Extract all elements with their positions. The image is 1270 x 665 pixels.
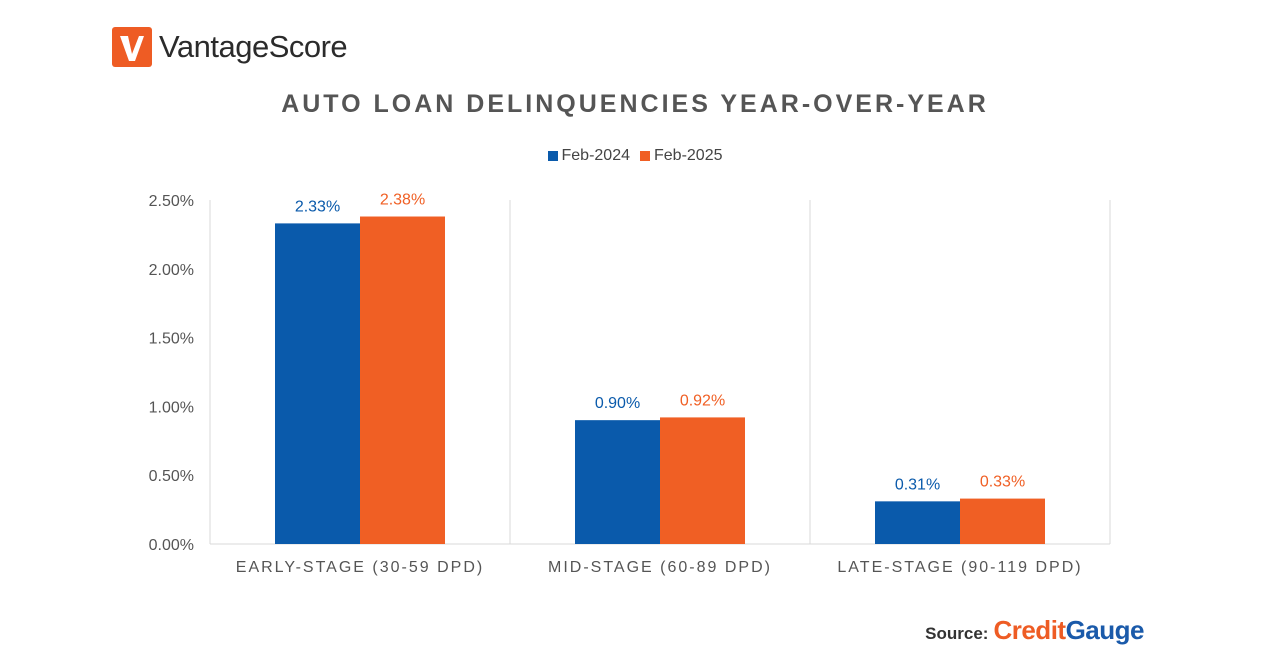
bar-feb-2025 [360,216,445,544]
x-tick-label: EARLY-STAGE (30-59 DPD) [236,559,484,576]
data-label: 0.33% [980,474,1025,491]
vantagescore-logo-icon [112,27,152,67]
legend-swatch-feb-2024 [547,151,558,161]
chart-title: AUTO LOAN DELINQUENCIES YEAR-OVER-YEAR [281,90,989,118]
data-label: 0.92% [680,392,725,409]
legend-label-feb-2025: Feb-2025 [654,147,723,164]
data-label: 2.38% [380,192,425,209]
y-tick-label: 1.50% [149,331,194,348]
chart-legend: Feb-2024 Feb-2025 [0,147,1270,165]
bar-feb-2024 [875,501,960,544]
y-tick-label: 1.00% [149,399,194,416]
creditgauge-logo-part1: Credit [993,615,1066,645]
x-tick-label: MID-STAGE (60-89 DPD) [548,559,772,576]
y-tick-label: 2.00% [149,262,194,279]
source-credit: Source: CreditGauge [925,615,1144,646]
brand-name: VantageScore [159,29,348,64]
data-label: 2.33% [295,198,340,215]
vantagescore-logo: VantageScore [112,26,348,68]
bar-feb-2024 [575,420,660,544]
creditgauge-logo: CreditGauge [993,615,1144,646]
bar-feb-2025 [960,498,1045,544]
legend-swatch-feb-2025 [640,151,650,161]
x-tick-label: LATE-STAGE (90-119 DPD) [837,559,1082,576]
bar-feb-2024 [275,223,360,544]
legend-item-feb-2025: Feb-2025 [640,147,723,165]
data-label: 0.90% [595,395,640,412]
source-label: Source: [925,624,989,643]
y-tick-label: 2.50% [149,193,194,210]
legend-item-feb-2024: Feb-2024 [547,147,631,165]
data-label: 0.31% [895,476,940,493]
bar-feb-2025 [660,417,745,544]
y-tick-label: 0.50% [149,468,194,485]
creditgauge-logo-part2: Gauge [1065,615,1145,645]
legend-label-feb-2024: Feb-2024 [561,147,631,164]
y-tick-label: 0.00% [149,537,194,554]
